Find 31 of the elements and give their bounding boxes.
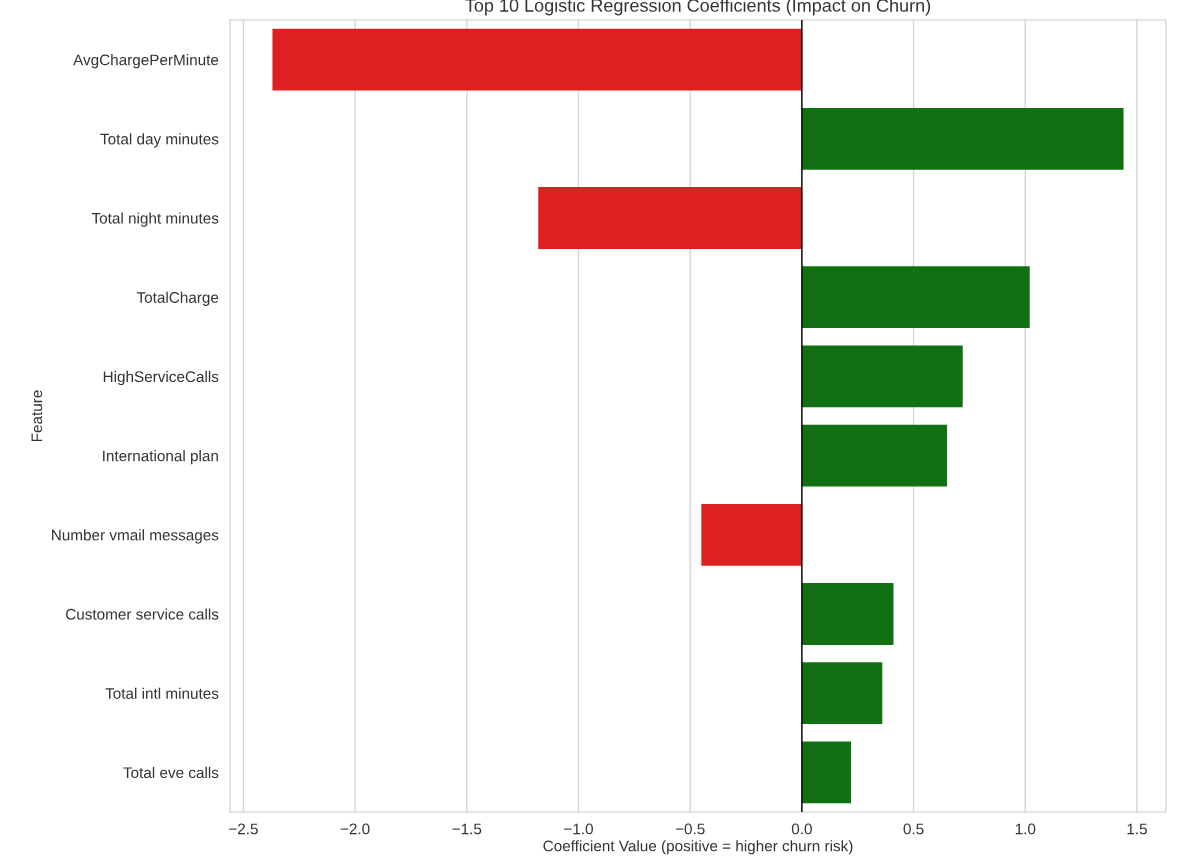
x-tick-label: 1.5	[1127, 823, 1147, 835]
x-tick-label: 0.5	[903, 823, 924, 835]
x-tick-label: −0.5	[675, 823, 705, 835]
x-axis-title: Coefficient Value (positive = higher churn risk)	[543, 840, 853, 855]
bar	[801, 741, 852, 804]
x-tick-label: −2.5	[229, 823, 258, 835]
bar	[801, 345, 963, 408]
y-tick-label: Total eve calls	[123, 766, 219, 779]
bar	[801, 266, 1030, 329]
bar	[801, 583, 894, 645]
bar	[801, 107, 1124, 170]
bar	[801, 424, 948, 487]
bar	[801, 662, 883, 725]
bar	[272, 28, 802, 91]
y-tick-label: AvgChargePerMinute	[73, 54, 219, 69]
x-tick-label: 0.0	[791, 823, 812, 835]
bar	[538, 187, 802, 249]
bar	[701, 503, 802, 566]
y-tick-label: Total night minutes	[91, 212, 219, 227]
x-tick-label: −1.0	[564, 823, 593, 835]
x-tick-label: −2.0	[340, 823, 370, 835]
y-tick-label: Customer service calls	[66, 608, 219, 620]
y-axis-title: Feature	[31, 390, 43, 442]
y-tick-label: International plan	[103, 450, 218, 465]
y-tick-label: Total intl minutes	[105, 687, 219, 699]
y-tick-label: Total day minutes	[100, 133, 219, 148]
x-tick-label: 1.0	[1015, 823, 1036, 835]
y-tick-label: HighServiceCalls	[103, 370, 219, 386]
y-tick-label: Number vmail messages	[52, 529, 219, 544]
x-tick-label: −1.5	[452, 823, 482, 835]
y-tick-label: TotalCharge	[136, 291, 219, 306]
